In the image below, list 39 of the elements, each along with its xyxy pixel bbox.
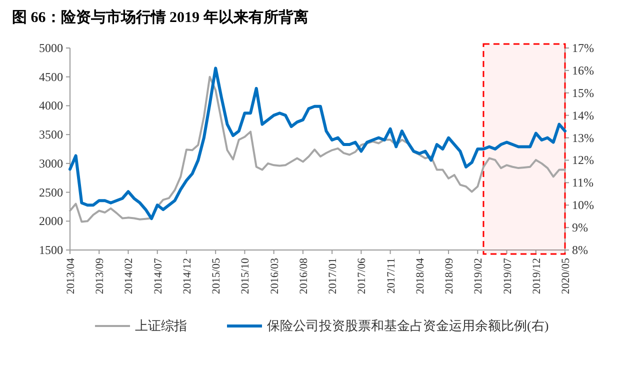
x-tick-label: 2014/07 [152, 258, 164, 294]
y-tick-label: 2000 [39, 214, 63, 228]
y-tick-label: 4000 [39, 98, 63, 113]
x-tick-label: 2018/09 [444, 258, 456, 294]
x-tick-label: 2017/11 [385, 258, 398, 294]
x-tick-label: 2019/12 [530, 258, 543, 294]
x-tick-label: 2015/10 [240, 258, 252, 294]
x-tick-label: 2014/02 [123, 258, 136, 294]
chart-title: 图 66：险资与市场行情 2019 年以来有所背离 [12, 8, 308, 26]
x-tick-label: 2015/05 [210, 258, 223, 294]
y-tick-label: 3000 [39, 156, 63, 170]
y2-tick-label: 17% [572, 41, 594, 55]
y-tick-label: 2500 [39, 185, 63, 200]
y2-tick-label: 12% [572, 153, 594, 168]
x-tick-label: 2018/04 [414, 258, 426, 294]
y-tick-label: 3500 [39, 128, 63, 142]
y2-tick-label: 10% [572, 198, 594, 212]
x-tick-label: 2016/08 [298, 258, 310, 294]
y-tick-label: 4500 [39, 70, 63, 84]
y2-tick-label: 16% [572, 63, 594, 78]
x-tick-label: 2020/05 [560, 258, 572, 294]
legend-label: 保险公司投资股票和基金占资金运用余额比例(右) [267, 318, 549, 333]
x-tick-label: 2017/06 [356, 258, 368, 294]
x-tick-label: 2014/12 [181, 258, 194, 294]
y2-tick-label: 9% [572, 220, 588, 235]
y2-tick-label: 13% [572, 130, 594, 145]
x-tick-label: 2013/04 [65, 258, 77, 294]
y-tick-label: 1500 [39, 243, 63, 257]
y2-tick-label: 14% [572, 108, 594, 122]
y2-tick-label: 8% [572, 243, 588, 257]
x-tick-label: 2016/03 [268, 258, 281, 294]
x-tick-label: 2019/07 [502, 258, 514, 294]
x-tick-label: 2019/02 [472, 258, 485, 294]
x-tick-label: 2013/09 [94, 258, 106, 294]
y2-tick-label: 15% [572, 86, 594, 100]
x-tick-label: 2017/01 [327, 258, 340, 294]
y-tick-label: 5000 [39, 41, 63, 55]
y2-tick-label: 11% [572, 176, 594, 190]
legend-label: 上证综指 [135, 318, 187, 333]
